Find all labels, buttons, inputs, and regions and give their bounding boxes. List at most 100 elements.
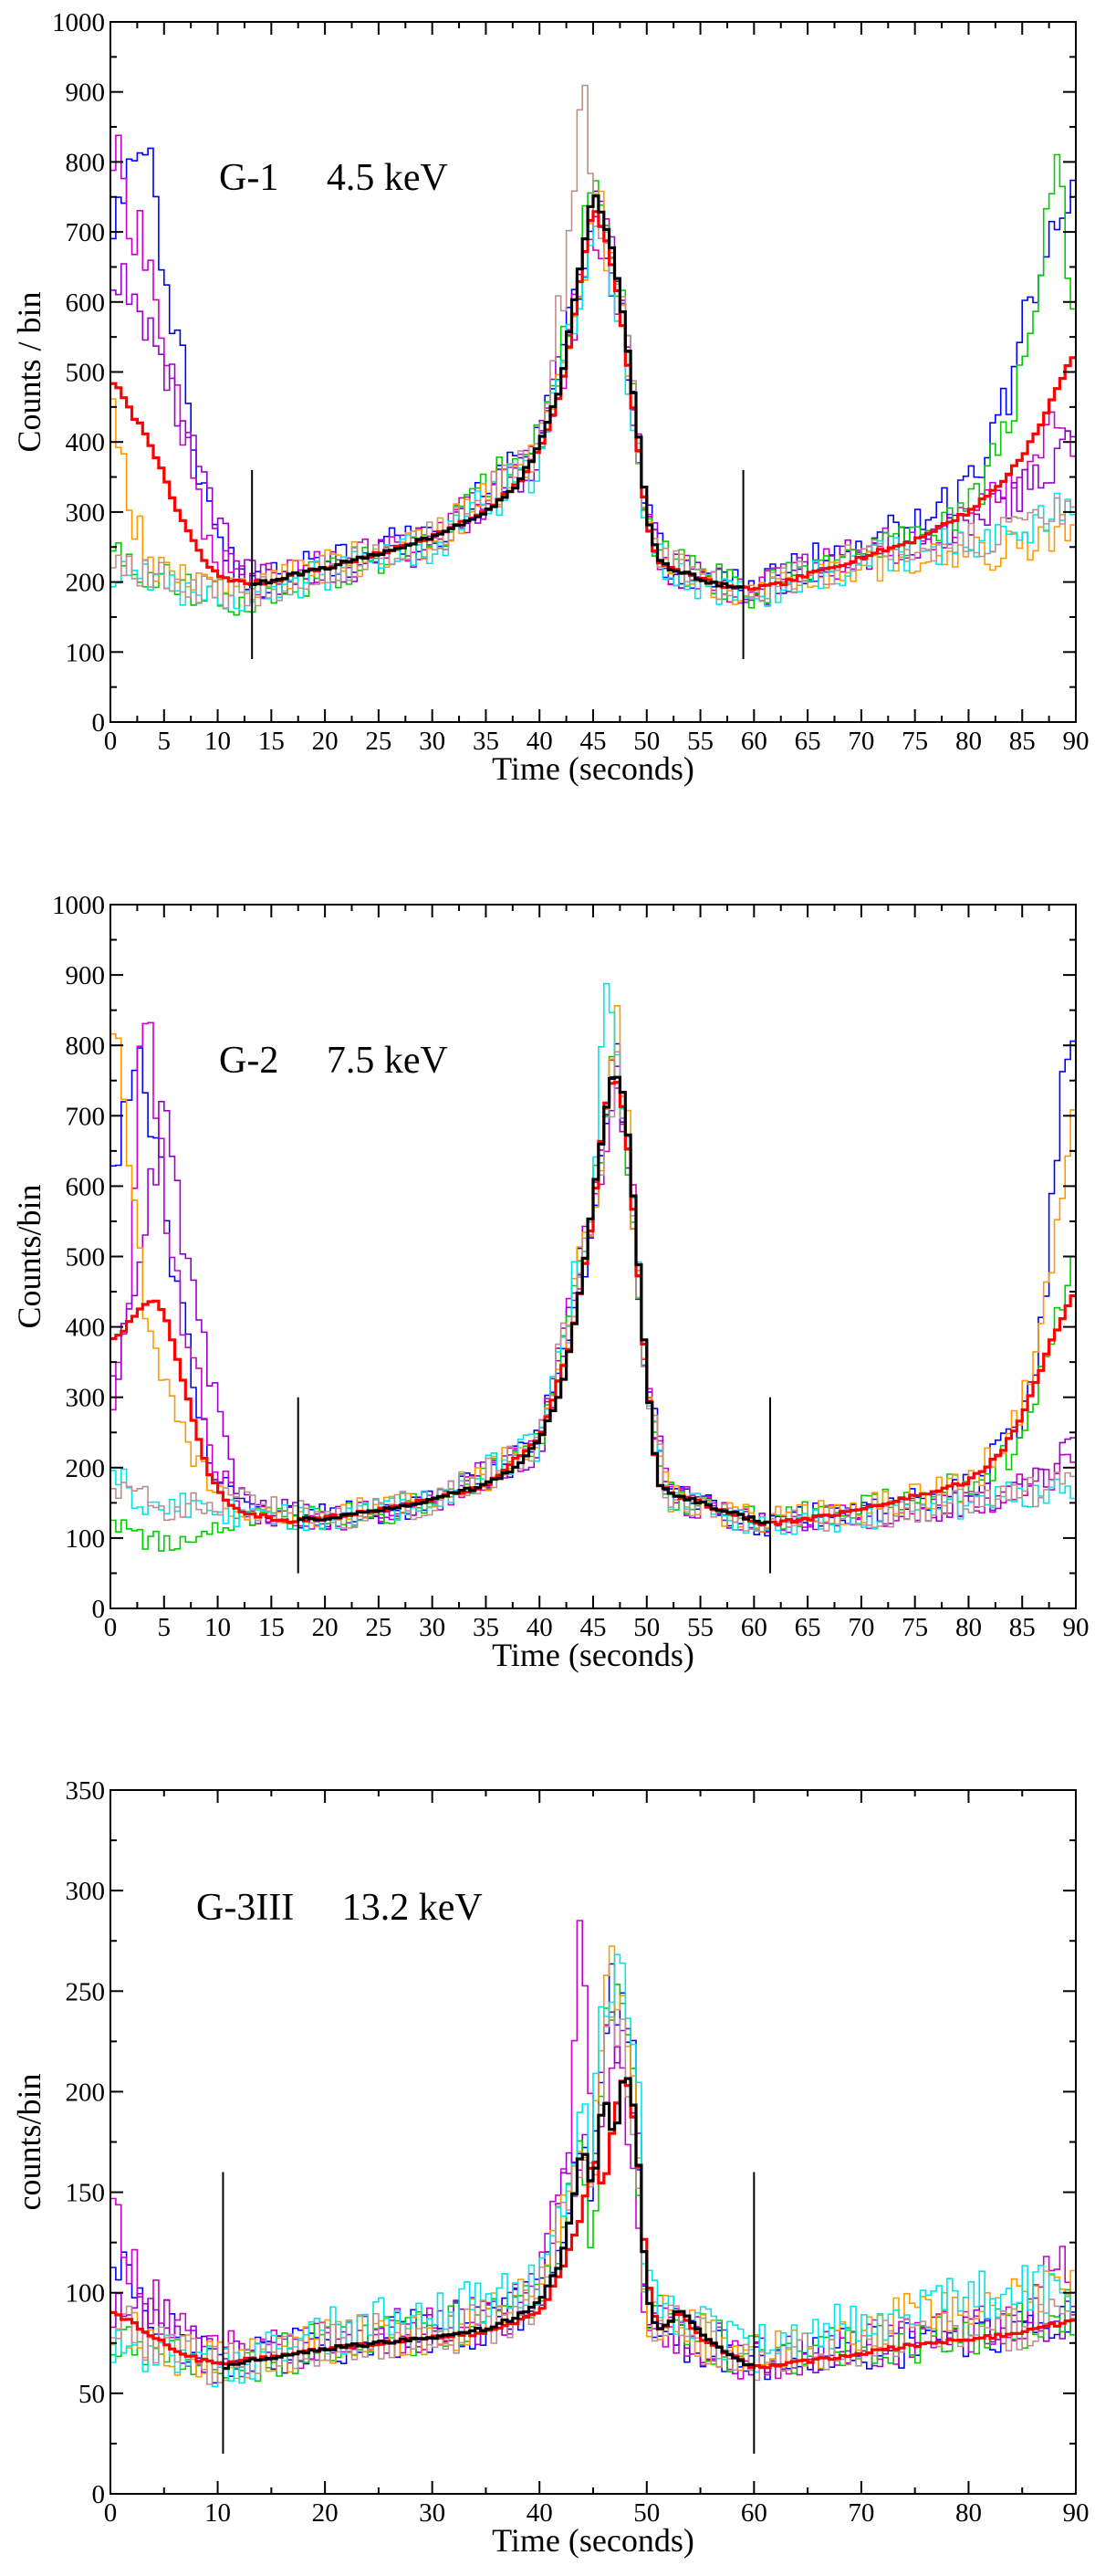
y-tick-label: 800 [66,1031,106,1061]
chart-panel-2: 0 5 10 15 20 25 30 35 40 45 50 55 60 65 70 75 80 85 900100… [11,891,1090,1673]
x-tick-label: 65 [795,727,821,756]
x-tick-label: 40 [527,1613,553,1642]
x-tick-label: 20 [312,727,339,756]
y-tick-label: 100 [66,1524,106,1554]
x-tick-label: 85 [1009,1613,1036,1642]
y-tick-label: 50 [78,2380,105,2409]
y-tick-label: 600 [66,1172,106,1201]
x-tick-label: 75 [902,1613,928,1642]
y-tick-label: 100 [66,2279,106,2309]
panel-annotation: G-1 4.5 keV [219,157,448,199]
series-line-3 [110,1040,1076,1537]
y-axis-label: Counts / bin [11,291,47,452]
x-tick-label: 0 [104,1613,118,1642]
series-line-8 [110,1953,1076,2388]
x-tick-label: 85 [1009,727,1036,756]
x-tick-label: 80 [955,1613,982,1642]
y-tick-label: 150 [66,2179,106,2208]
x-tick-label: 5 [158,727,172,756]
x-tick-label: 55 [687,1613,714,1642]
x-tick-label: 40 [527,727,553,756]
x-tick-label: 50 [633,2498,660,2528]
x-tick-label: 30 [419,727,445,756]
x-tick-label: 30 [419,2498,445,2528]
x-axis-label: Time (seconds) [492,2522,694,2559]
x-tick-label: 35 [473,1613,499,1642]
x-tick-label: 60 [741,727,767,756]
series-line-1 [110,210,1076,592]
series-line-1 [110,1081,1076,1526]
series-line-2 [297,1075,770,1525]
series-group [110,982,1076,1552]
series-line-8 [110,195,1076,612]
x-tick-label: 10 [204,727,231,756]
series-line-5 [110,1065,1076,1534]
x-tick-label: 50 [633,1613,660,1642]
y-tick-label: 200 [66,2078,106,2107]
x-tick-label: 15 [258,1613,285,1642]
chart-panel-3: 0 10 20 30 40 50 60 70 80 90 0 50 100 150 200 250 300 350… [11,1776,1090,2559]
x-axis-label: Time (seconds) [492,1637,694,1673]
series-line-2 [249,194,744,589]
y-tick-label: 700 [66,1102,106,1131]
x-tick-label: 70 [848,2498,874,2528]
y-tick-label: 300 [66,1384,106,1413]
y-tick-label: 200 [66,1454,106,1483]
y-tick-label: 200 [66,569,106,598]
y-tick-label: 0 [92,1595,106,1624]
series-line-6 [110,1055,1076,1552]
y-tick-label: 600 [66,288,106,318]
y-tick-label: 500 [66,359,106,388]
series-line-2 [223,2077,755,2371]
series-group [110,1920,1076,2388]
x-axis-label: Time (seconds) [492,750,694,787]
x-tick-label: 70 [848,727,874,756]
series-group [110,84,1076,616]
plot-frame [110,21,1077,723]
x-tick-label: 80 [955,727,982,756]
x-tick-label: 10 [204,2498,231,2528]
x-tick-label: 55 [687,727,714,756]
y-tick-label: 0 [92,708,106,738]
series-line-7 [110,1005,1076,1533]
x-tick-label: 0 [104,727,118,756]
y-tick-label: 1000 [52,891,105,920]
y-tick-label: 300 [66,1877,106,1906]
y-tick-label: 1000 [52,8,105,37]
y-axis-label: counts/bin [11,2074,47,2211]
series-line-6 [110,1984,1076,2382]
y-tick-label: 400 [66,428,106,457]
x-tick-label: 15 [258,727,285,756]
x-tick-label: 20 [312,1613,339,1642]
series-line-9 [110,1051,1076,1532]
y-tick-label: 250 [66,1977,106,2006]
y-tick-label: 0 [92,2480,106,2509]
x-tick-label: 70 [848,1613,874,1642]
x-tick-label: 65 [795,1613,821,1642]
series-line-4 [110,1021,1076,1534]
x-tick-label: 5 [158,1613,172,1642]
panel-annotation: G-3III 13.2 keV [196,1887,483,1929]
y-tick-label: 400 [66,1314,106,1343]
y-tick-label: 900 [66,79,106,108]
y-tick-label: 100 [66,638,106,667]
x-tick-label: 25 [365,1613,391,1642]
x-tick-label: 40 [527,2498,553,2528]
y-tick-label: 700 [66,218,106,247]
x-tick-label: 50 [633,727,660,756]
x-tick-label: 75 [902,727,928,756]
chart-panel-1: 0 5 10 15 20 25 30 35 40 45 50 55 60 65 70 75 80 85 900100… [11,8,1090,787]
x-tick-label: 45 [580,1613,607,1642]
panel-annotation: G-2 7.5 keV [219,1040,448,1082]
x-tick-label: 0 [104,2498,118,2528]
y-tick-label: 800 [66,148,106,177]
x-tick-label: 90 [1063,727,1090,756]
x-tick-label: 25 [365,727,391,756]
y-tick-label: 500 [66,1243,106,1272]
series-line-7 [110,190,1076,607]
y-tick-label: 300 [66,498,106,528]
x-tick-label: 20 [312,2498,339,2528]
x-tick-label: 60 [741,1613,767,1642]
x-tick-label: 90 [1063,1613,1090,1642]
